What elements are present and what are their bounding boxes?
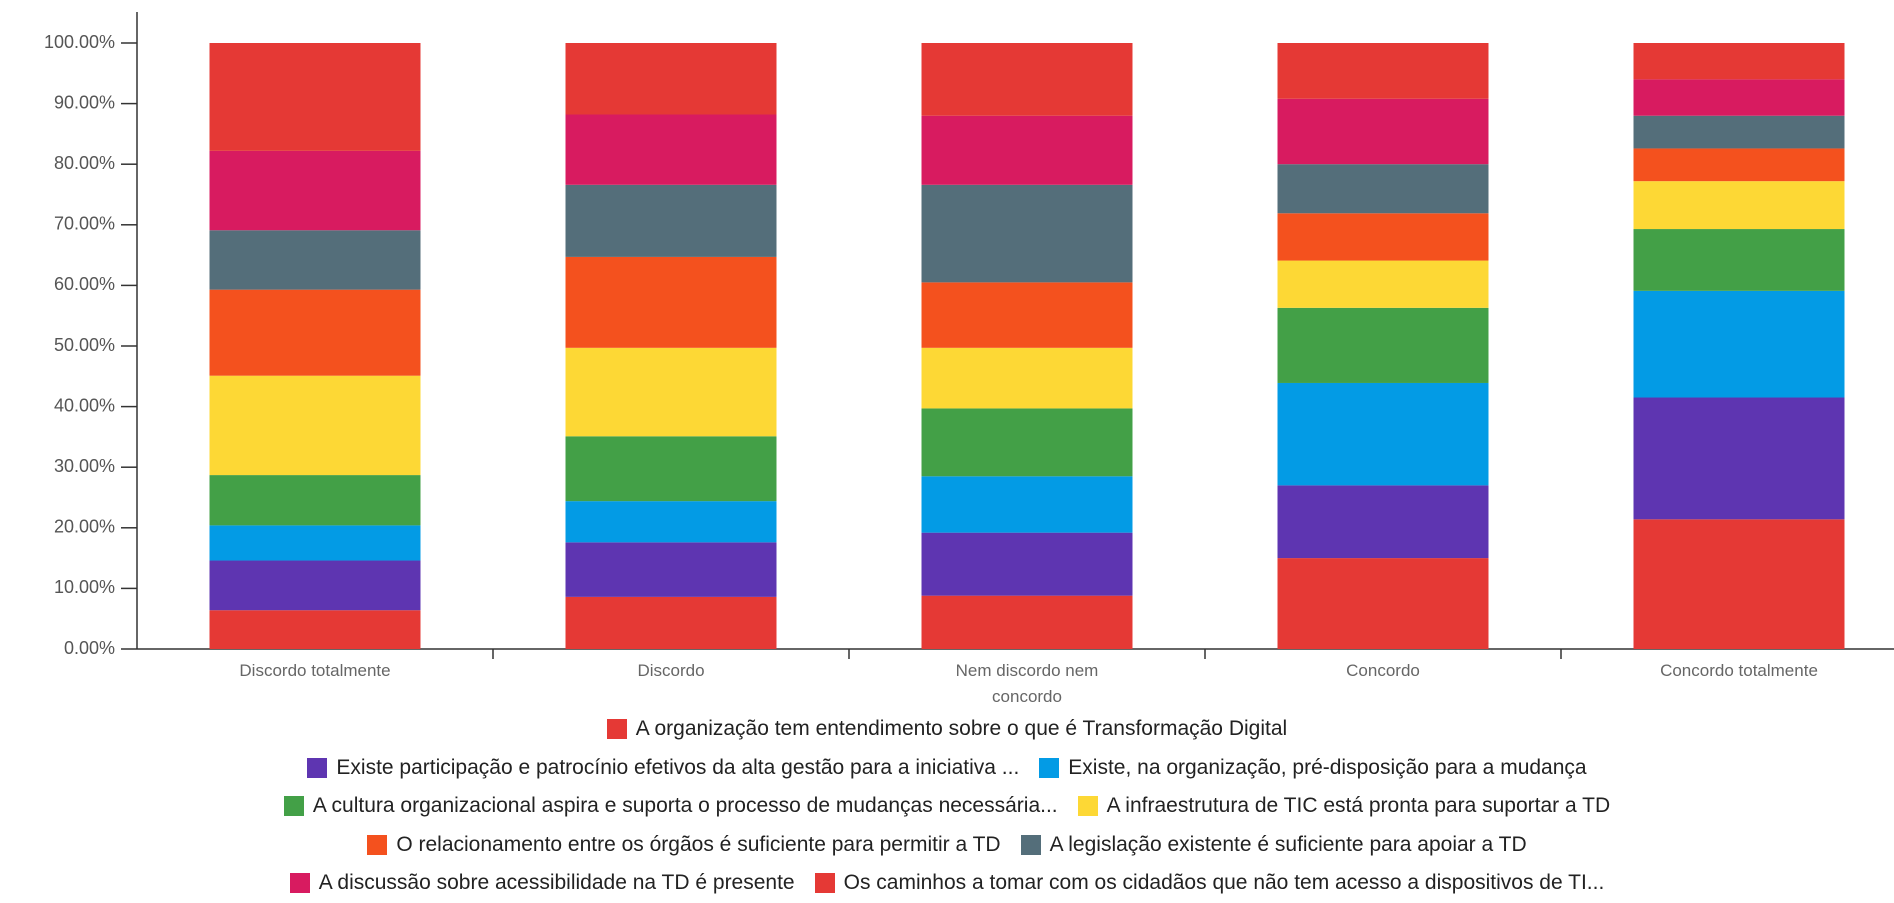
bar-segment	[1277, 485, 1489, 559]
legend-swatch	[307, 757, 328, 778]
x-tick-label: Concordo totalmente	[1660, 661, 1818, 680]
bar-segment	[1633, 290, 1845, 398]
legend-row: A organização tem entendimento sobre o q…	[0, 710, 1894, 749]
legend-item: A cultura organizacional aspira e suport…	[283, 794, 1058, 818]
legend-swatch	[289, 873, 310, 894]
y-tick-label: 50.00%	[54, 335, 115, 355]
legend-label: Existe, na organização, pré-disposição p…	[1068, 755, 1587, 779]
bar-segment	[921, 282, 1133, 348]
bar-segment	[565, 114, 777, 185]
bar-segment	[209, 43, 421, 151]
bar-segment	[1633, 397, 1845, 520]
legend-item: Os caminhos a tomar com os cidadãos que …	[814, 871, 1605, 895]
bar-segment	[209, 475, 421, 526]
legend-item: A discussão sobre acessibilidade na TD é…	[289, 871, 795, 895]
bar-segment	[565, 542, 777, 597]
legend-item: A legislação existente é suficiente para…	[1020, 832, 1527, 857]
legend-item: A organização tem entendimento sobre o q…	[606, 717, 1288, 741]
bar-segment	[1633, 148, 1845, 182]
bar-segment	[921, 408, 1133, 477]
bar-segment	[921, 347, 1133, 409]
bar-segment	[209, 560, 421, 611]
bar-segment	[921, 476, 1133, 533]
bar-segment	[1633, 519, 1845, 649]
bar-segment	[1277, 213, 1489, 261]
bar-segment	[209, 289, 421, 376]
legend-label: A cultura organizacional aspira e suport…	[312, 794, 1058, 818]
bar-segment	[1277, 307, 1489, 383]
legend-row: O relacionamento entre os órgãos é sufic…	[0, 826, 1894, 865]
legend-label: A discussão sobre acessibilidade na TD é…	[318, 871, 795, 895]
y-tick-label: 0.00%	[64, 638, 115, 658]
legend-row: A cultura organizacional aspira e suport…	[0, 787, 1894, 826]
bar-segment	[1633, 115, 1845, 149]
legend-row: A discussão sobre acessibilidade na TD é…	[0, 864, 1894, 903]
y-tick-label: 70.00%	[54, 214, 115, 234]
x-tick-label: Discordo totalmente	[239, 661, 391, 680]
y-tick-label: 80.00%	[54, 153, 115, 173]
bar-segment	[921, 532, 1133, 596]
bar-segment	[1277, 558, 1489, 649]
y-tick-label: 20.00%	[54, 517, 115, 537]
bar-segment	[921, 595, 1133, 649]
bar-segment	[921, 184, 1133, 283]
y-tick-label: 60.00%	[54, 274, 115, 294]
bar-segment	[1633, 79, 1845, 116]
legend-row: Existe participação e patrocínio efetivo…	[0, 749, 1894, 788]
y-tick-label: 30.00%	[54, 456, 115, 476]
legend-label: A organização tem entendimento sobre o q…	[635, 717, 1288, 741]
bar-segment	[209, 610, 421, 649]
x-tick-label: Concordo	[1346, 661, 1420, 680]
bar-segment	[921, 43, 1133, 116]
legend-label: A infraestrutura de TIC está pronta para…	[1106, 794, 1611, 818]
bar-segment	[565, 347, 777, 437]
x-tick-label: Nem discordo nem concordo	[955, 661, 1099, 706]
bar-segment	[565, 43, 777, 115]
chart: 0.00% 10.00% 20.00% 30.00% 40.00% 50.00% 60.00…	[44, 12, 1894, 659]
bar-segment	[1633, 43, 1845, 80]
legend-label: O relacionamento entre os órgãos é sufic…	[396, 832, 1001, 856]
bar-segment	[1277, 43, 1489, 99]
bar-segment	[565, 436, 777, 502]
bar-segment	[565, 256, 777, 348]
x-tick-label: Discordo	[637, 661, 705, 680]
legend-swatch	[367, 834, 388, 855]
legend: A organização tem entendimento sobre o q…	[0, 710, 1894, 903]
legend-item: Existe, na organização, pré-disposição p…	[1039, 755, 1587, 780]
bar-segment	[921, 115, 1133, 185]
legend-swatch	[1077, 796, 1098, 817]
legend-swatch	[814, 873, 835, 894]
bar-segment	[1277, 260, 1489, 308]
legend-item: O relacionamento entre os órgãos é sufic…	[367, 832, 1001, 857]
y-tick-label: 40.00%	[54, 395, 115, 415]
bar-segment	[1633, 181, 1845, 230]
legend-label: Existe participação e patrocínio efetivo…	[336, 755, 1020, 779]
bar-segment	[565, 184, 777, 257]
legend-label: A legislação existente é suficiente para…	[1049, 832, 1527, 856]
bar-segment	[1277, 382, 1489, 486]
legend-swatch	[283, 796, 304, 817]
y-tick-label: 10.00%	[54, 577, 115, 597]
bar-segment	[1633, 229, 1845, 291]
legend-item: A infraestrutura de TIC está pronta para…	[1077, 794, 1611, 818]
y-tick-label: 90.00%	[54, 92, 115, 112]
bar-segment	[565, 596, 777, 649]
legend-swatch	[606, 719, 627, 740]
bar-segment	[209, 375, 421, 476]
legend-swatch	[1020, 834, 1041, 855]
legend-item: Existe participação e patrocínio efetivo…	[307, 756, 1019, 780]
bar-segment	[209, 230, 421, 290]
legend-swatch	[1039, 757, 1060, 778]
legend-label: Os caminhos a tomar com os cidadãos que …	[843, 871, 1605, 895]
bar-segment	[1277, 98, 1489, 165]
bar-segment	[209, 525, 421, 561]
bar-segment	[565, 501, 777, 543]
y-tick-label: 100.00%	[44, 32, 115, 52]
bar-segment	[1277, 164, 1489, 214]
bar-segment	[209, 150, 421, 231]
